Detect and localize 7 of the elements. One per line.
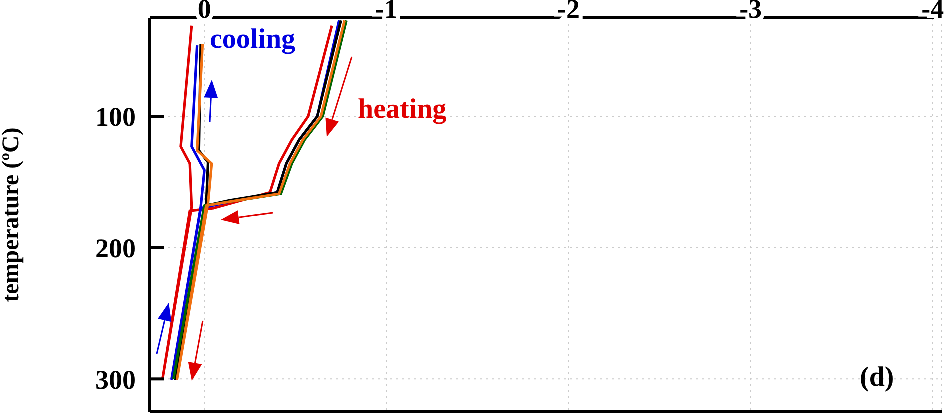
y-tick-label: 100 — [96, 102, 136, 132]
y-tick-label: 300 — [96, 364, 136, 395]
y-axis-title: temperature (ºC) — [0, 128, 25, 302]
annotation: (d) — [860, 362, 894, 394]
y-tick-label: 200 — [96, 233, 136, 264]
annotation: heating — [358, 94, 447, 126]
annotation: cooling — [210, 24, 296, 56]
